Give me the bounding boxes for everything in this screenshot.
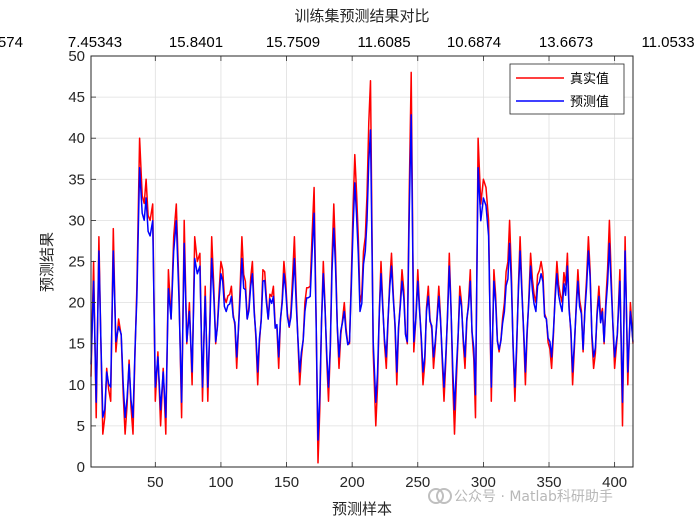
top-tick-label: 7.45343 [68, 34, 122, 51]
x-tick-label: 100 [208, 474, 233, 491]
top-tick-label: 15.8401 [169, 34, 223, 51]
axes: 0 5 10 15 20 25 30 35 40 45 50 50 100 150 200 250 300 350… [0, 34, 695, 491]
series-lines [90, 71, 634, 464]
legend-box [509, 63, 625, 115]
legend-predicted-label: 预测值 [570, 94, 609, 110]
watermark-text: 公众号 · Matlab科研助手 [454, 489, 613, 505]
x-tick-label: 300 [471, 474, 496, 491]
plot-border [90, 55, 634, 468]
y-tick-label: 35 [68, 171, 85, 188]
x-tick-label: 200 [340, 474, 365, 491]
top-tick-label: 15.7509 [266, 34, 320, 51]
y-axis-label: 预测结果 [38, 232, 56, 292]
x-tick-label: 400 [602, 474, 627, 491]
x-axis-label: 预测样本 [332, 500, 392, 518]
legend: 真实值 预测值 [509, 63, 625, 115]
y-tick-label: 5 [77, 418, 85, 435]
grid-lines [91, 56, 633, 467]
y-tick-label: 10 [68, 377, 85, 394]
legend-actual-label: 真实值 [570, 71, 609, 87]
x-tick-label: 150 [274, 474, 299, 491]
y-tick-label: 50 [68, 48, 85, 65]
predicted-series-line [90, 114, 634, 441]
y-tick-label: 25 [68, 254, 85, 271]
y-tick-label: 30 [68, 212, 85, 229]
y-tick-label: 45 [68, 89, 85, 106]
x-tick-label: 50 [147, 474, 164, 491]
chart-title: 训练集预测结果对比 [294, 7, 429, 25]
wechat-official-account-icon [428, 488, 452, 504]
top-tick-label: 10.6874 [447, 34, 501, 51]
x-tick-label: 350 [536, 474, 561, 491]
y-tick-label: 20 [68, 295, 85, 312]
x-tick-label: 250 [405, 474, 430, 491]
top-tick-label: 3.7574 [0, 34, 23, 51]
y-tick-label: 0 [77, 459, 85, 476]
top-tick-label: 11.0533 [641, 34, 694, 51]
y-tick-label: 15 [68, 336, 85, 353]
top-tick-label: 11.6085 [357, 34, 410, 51]
top-tick-label: 13.6673 [539, 34, 593, 51]
y-tick-label: 40 [68, 130, 85, 147]
watermark: 公众号 · Matlab科研助手 [428, 488, 613, 505]
